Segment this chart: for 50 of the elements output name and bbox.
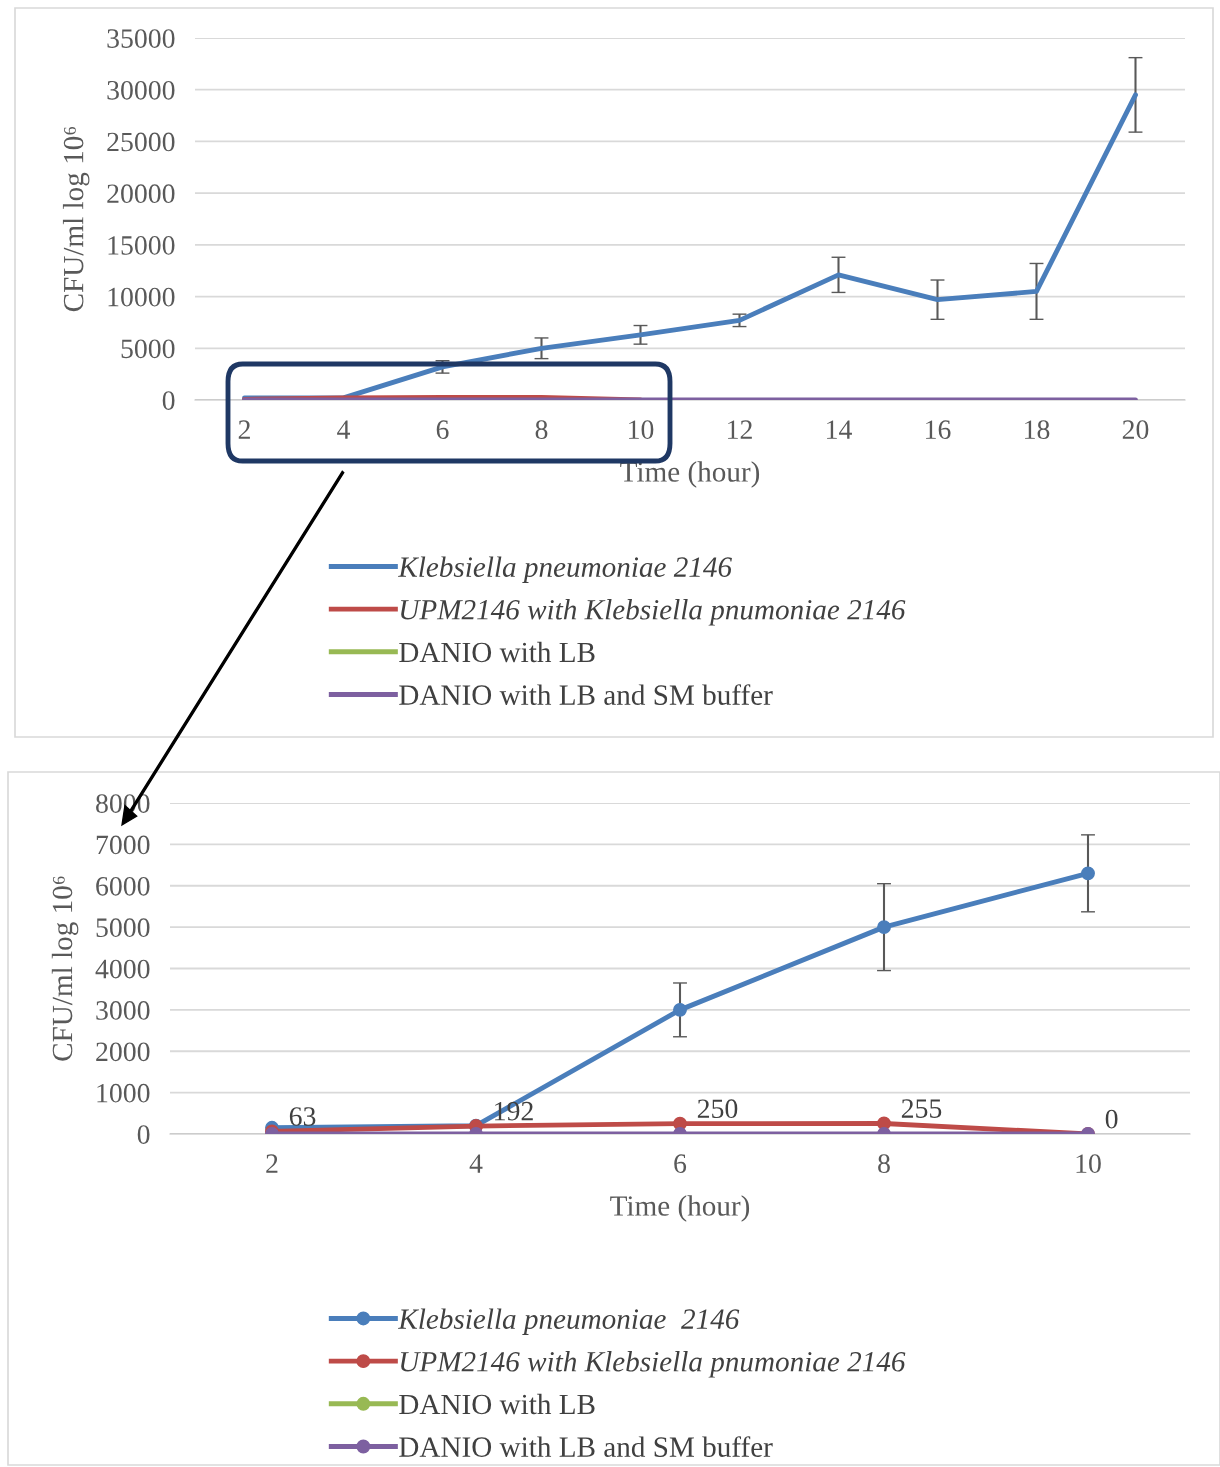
y-tick-label: 25000 (107, 132, 175, 152)
x-axis-title: Time (hour) (620, 461, 760, 488)
point (1081, 866, 1095, 881)
legend-label: DANIO with LB and SM buffer (399, 1436, 773, 1457)
x-tick-label: 6 (674, 1154, 687, 1173)
x-tick-label: 10 (629, 420, 654, 439)
legend-label: DANIO with LB and SM buffer (399, 684, 773, 705)
legend-label: Klebsiella pneumoniae 2146 (397, 556, 732, 583)
x-tick-label: 8 (878, 1154, 890, 1173)
x-tick-label: 14 (827, 420, 852, 439)
x-tick-label: 12 (728, 420, 752, 439)
legend-label: UPM2146 with Klebsiella pnumoniae 2146 (401, 599, 906, 626)
y-tick-label: 0 (162, 391, 175, 410)
x-tick-label: 6 (436, 420, 449, 439)
y-axis-title: CFU/ml log 10⁶ (62, 126, 90, 312)
y-tick-label: 5000 (96, 918, 150, 938)
x-tick-label: 16 (926, 420, 951, 439)
x-tick-label: 2 (266, 1154, 278, 1173)
y-tick-label: 4000 (95, 959, 150, 979)
x-tick-label: 8 (535, 420, 548, 439)
point (673, 1002, 687, 1017)
y-tick-label: 5000 (121, 339, 175, 359)
x-tick-label: 4 (469, 1154, 483, 1173)
data-label: 250 (697, 1099, 738, 1119)
x-tick-label: 10 (1076, 1154, 1101, 1173)
data-label: 0 (1105, 1109, 1118, 1129)
x-tick-label: 2 (238, 420, 250, 439)
legend-label: UPM2146 with Klebsiella pnumoniae 2146 (401, 1351, 906, 1378)
x-axis-title: Time (hour) (610, 1195, 750, 1222)
y-tick-label: 2000 (96, 1042, 150, 1062)
x-tick-label: 4 (337, 420, 351, 439)
y-tick-label: 10000 (108, 287, 175, 307)
data-label: 63 (289, 1107, 316, 1126)
data-label: 255 (901, 1099, 942, 1118)
y-tick-label: 35000 (107, 29, 175, 48)
y-tick-label: 3000 (96, 1001, 150, 1020)
x-tick-label: 18 (1025, 420, 1050, 439)
y-tick-label: 6000 (96, 876, 150, 896)
y-tick-label: 15000 (108, 236, 175, 255)
y-tick-label: 30000 (107, 80, 175, 100)
legend-label: DANIO with LB (399, 1393, 595, 1415)
y-axis-title: CFU/ml log 10⁶ (51, 876, 79, 1061)
legend-label: DANIO with LB (399, 641, 595, 663)
y-tick-label: 20000 (107, 184, 175, 204)
y-tick-label: 1000 (97, 1083, 150, 1103)
point (877, 920, 891, 935)
y-tick-label: 0 (137, 1125, 150, 1144)
x-tick-label: 20 (1122, 420, 1149, 439)
y-tick-label: 7000 (96, 835, 150, 855)
legend-label: Klebsiella pneumoniae 2146 (397, 1308, 740, 1335)
